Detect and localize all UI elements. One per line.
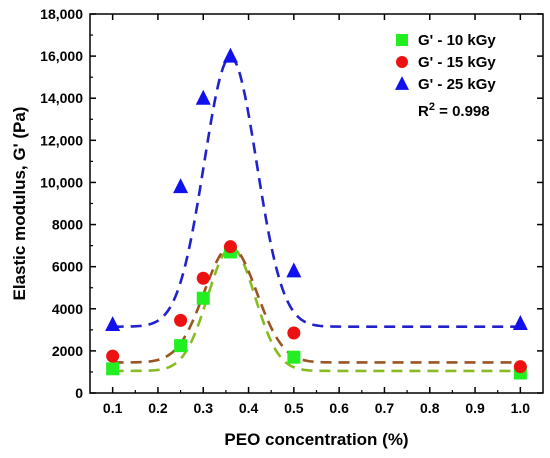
fit-curve [112,246,521,373]
y-tick-label: 2000 [52,343,83,359]
y-tick-label: 0 [75,385,83,401]
tick-marks [90,13,543,394]
data-point-circle [106,349,120,363]
data-point-triangle [395,76,409,90]
legend-entry-label: G' - 10 kGy [418,32,496,49]
x-axis-title: PEO concentration (%) [224,430,408,449]
x-tick-label: 0.9 [465,400,485,416]
x-tick-label: 0.5 [284,400,304,416]
data-point-triangle [105,316,121,332]
x-tick-label: 0.1 [103,400,123,416]
data-point-triangle [286,262,302,278]
x-tick-label: 0.2 [148,400,168,416]
data-point-circle [287,326,301,340]
data-point-circle [196,271,210,285]
fit-curve [112,245,521,364]
x-tick-label: 0.7 [375,400,395,416]
data-point-square [106,362,120,376]
r-squared-superscript: 2 [429,101,435,113]
data-point-square [287,350,301,364]
data-point-circle [396,56,408,68]
y-tick-label: 6000 [52,259,83,275]
data-point-triangle [222,47,238,63]
data-point-triangle [195,89,211,105]
x-tick-label: 1.0 [511,400,531,416]
r-squared-prefix: R [418,103,429,120]
y-tick-label: 8000 [52,217,83,233]
y-tick-label: 12,000 [40,132,83,148]
data-point-square [396,34,408,46]
x-tick-label: 0.4 [239,400,259,416]
r-squared-annotation: R2 = 0.998 [418,101,490,120]
data-point-triangle [512,315,528,330]
legend-entry-label: G' - 25 kGy [418,76,496,93]
data-point-circle [223,240,237,254]
data-point-circle [174,313,188,327]
data-point-square [196,291,210,305]
fit-curve [112,55,521,328]
r-squared-value: = 0.998 [435,103,490,120]
legend: G' - 10 kGy G' - 15 kGy G' - 25 kGy [395,32,496,93]
data-points [105,47,528,380]
x-tick-label: 0.8 [420,400,440,416]
data-point-triangle [173,178,189,194]
y-tick-label: 4000 [52,301,83,317]
y-tick-label: 18,000 [40,6,83,22]
data-point-circle [513,360,527,374]
y-tick-label: 10,000 [40,174,83,190]
legend-entry-label: G' - 15 kGy [418,54,496,71]
y-tick-label: 16,000 [40,48,83,64]
x-tick-label: 0.6 [329,400,349,416]
plot-frame [89,13,544,394]
x-tick-label: 0.3 [194,400,214,416]
data-point-square [174,339,188,353]
y-tick-label: 14,000 [40,90,83,106]
y-axis-title: Elastic modulus, G' (Pa) [10,107,29,301]
tick-labels: 0.1 0.2 0.3 0.4 0.5 0.6 0.7 0.8 0.9 1.0 0 2000 4000 6… [40,6,530,416]
